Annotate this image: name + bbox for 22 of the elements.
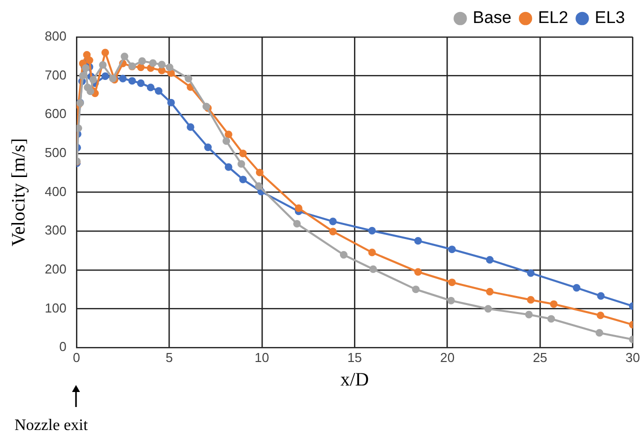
y-tick-label: 600 xyxy=(44,106,66,122)
legend-label: EL2 xyxy=(538,8,568,28)
x-axis-title: x/D xyxy=(340,370,369,391)
x-tick-label: 15 xyxy=(347,350,362,365)
x-tick-label: 20 xyxy=(440,350,455,365)
y-tick-label: 500 xyxy=(44,145,66,160)
y-axis-title: Velocity [m/s] xyxy=(8,138,30,246)
y-tick-label: 700 xyxy=(44,67,66,82)
legend-label: EL3 xyxy=(594,8,625,28)
y-tick-label: 100 xyxy=(44,300,66,316)
text: Nozzle exit xyxy=(14,417,88,434)
x-tick-label: 5 xyxy=(166,350,173,365)
y-tick-label: 800 xyxy=(44,28,66,44)
x-tick-label: 30 xyxy=(626,350,640,365)
legend-label: Base xyxy=(472,8,512,28)
x-tick-label: 25 xyxy=(532,350,548,365)
x-tick-label: 0 xyxy=(72,350,80,365)
y-tick-label: 400 xyxy=(44,184,66,199)
y-tick-label: 0 xyxy=(59,339,66,354)
y-tick-label: 300 xyxy=(44,222,66,238)
x-tick-label: 10 xyxy=(254,350,270,365)
y-tick-label: 200 xyxy=(44,262,66,277)
